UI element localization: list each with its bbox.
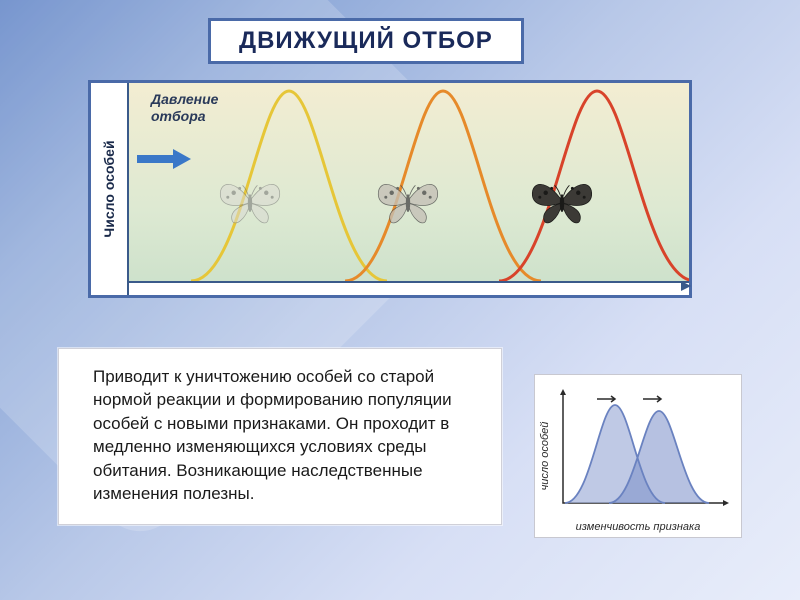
description-text: Приводит к уничтожению особей со старой … <box>58 348 502 525</box>
butterfly-icon <box>371 175 445 227</box>
mini-x-label: изменчивость признака <box>576 521 701 533</box>
y-axis: Число особей <box>91 83 129 295</box>
mini-chart: число особей изменчивость признака <box>534 374 742 538</box>
bottom-row: Приводит к уничтожению особей со старой … <box>0 330 800 560</box>
main-diagram: Число особей Давление отбора <box>88 80 692 298</box>
y-axis-label: Число особей <box>101 140 117 237</box>
mini-y-label: число особей <box>539 422 551 491</box>
butterfly-icon <box>213 175 287 227</box>
x-axis <box>129 281 689 295</box>
x-axis-arrow-icon <box>681 281 691 291</box>
mini-chart-svg <box>557 385 733 513</box>
title-text: ДВИЖУЩИЙ ОТБОР <box>239 27 493 55</box>
slide-content: ДВИЖУЩИЙ ОТБОР Число особей Давление отб… <box>0 0 800 600</box>
title-box: ДВИЖУЩИЙ ОТБОР <box>208 18 524 64</box>
butterfly-icon <box>525 175 599 227</box>
